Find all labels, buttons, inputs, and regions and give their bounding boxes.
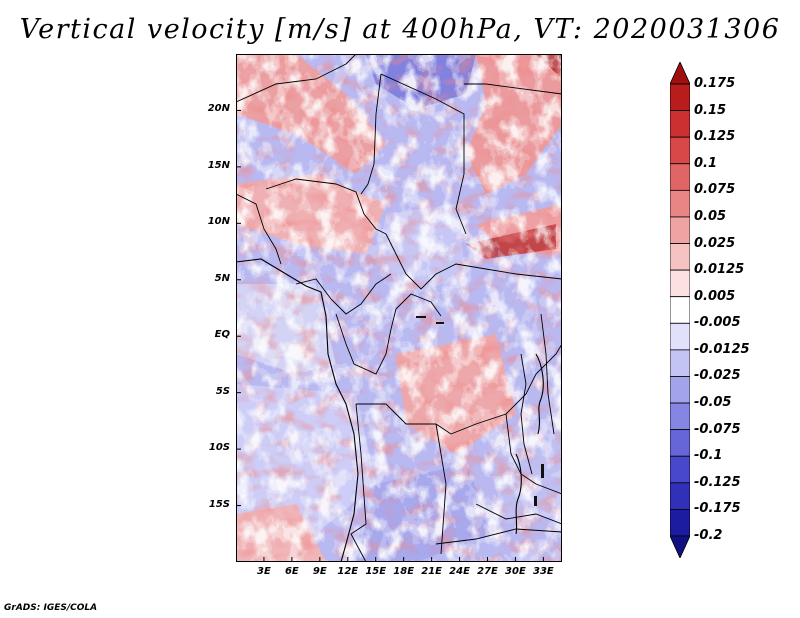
- colorbar-swatch: [670, 535, 690, 558]
- colorbar: [670, 62, 690, 558]
- colorbar-swatch: [670, 322, 690, 351]
- lat-label: 5N: [214, 272, 230, 284]
- colorbar-swatch: [670, 62, 690, 85]
- colorbar-swatch: [670, 189, 690, 218]
- country-borders: [236, 54, 562, 562]
- colorbar-label: -0.025: [694, 368, 741, 384]
- lon-label: 6E: [284, 566, 299, 577]
- lat-label: 20N: [207, 103, 230, 115]
- colorbar-swatch: [670, 455, 690, 484]
- colorbar-label: -0.2: [694, 528, 723, 543]
- lat-label: 10S: [208, 442, 230, 454]
- colorbar-swatch: [670, 482, 690, 510]
- lake-spots: [416, 316, 544, 506]
- lon-label: 12E: [337, 566, 359, 577]
- colorbar-label: 0.15: [694, 102, 727, 118]
- lon-label: 3E: [257, 566, 271, 577]
- colorbar-label: -0.1: [694, 448, 723, 464]
- colorbar-swatch: [670, 509, 690, 537]
- colorbar-label: 0.0125: [694, 262, 745, 278]
- colorbar-label: -0.075: [694, 421, 741, 437]
- lon-label: 30E: [505, 566, 526, 577]
- colorbar-swatch: [670, 83, 690, 111]
- footer-credit: GrADS: IGES/COLA: [4, 603, 98, 613]
- colorbar-label: 0.125: [694, 129, 736, 145]
- lat-label: 15S: [208, 498, 230, 510]
- colorbar-label: 0.175: [694, 76, 736, 91]
- lon-label: 27E: [477, 566, 498, 577]
- lon-label: 18E: [393, 566, 415, 577]
- field-texture-white: [236, 54, 562, 562]
- coastline: [236, 258, 544, 562]
- colorbar-label: 0.05: [694, 208, 727, 224]
- colorbar-label: 0.005: [694, 288, 736, 304]
- axis-ticks: [236, 109, 544, 562]
- lon-label: 9E: [312, 566, 327, 577]
- map-title: Vertical velocity [m/s] at 400hPa, VT: 2…: [19, 14, 781, 45]
- colorbar-label: -0.0125: [694, 341, 750, 357]
- colorbar-label: -0.125: [694, 474, 741, 490]
- colorbar-swatch: [670, 216, 690, 244]
- colorbar-swatch: [670, 376, 690, 404]
- lat-label: 10N: [207, 216, 230, 228]
- map-panel: [236, 54, 562, 562]
- lat-label: EQ: [214, 329, 230, 341]
- lon-label: 33E: [532, 566, 554, 577]
- colorbar-label: -0.05: [694, 395, 732, 411]
- colorbar-swatch: [670, 243, 690, 271]
- lon-label: 21E: [421, 566, 442, 577]
- colorbar-swatch: [670, 136, 690, 165]
- colorbar-swatch: [670, 269, 690, 298]
- colorbar-swatch: [670, 110, 690, 138]
- colorbar-swatch: [670, 349, 690, 377]
- lon-label: 15E: [365, 566, 387, 577]
- colorbar-label: 0.025: [694, 235, 736, 251]
- colorbar-label: 0.075: [694, 182, 736, 198]
- lat-label: 15N: [207, 159, 230, 171]
- colorbar-label: 0.1: [694, 155, 718, 171]
- lon-label: 24E: [449, 566, 470, 577]
- colorbar-swatch: [670, 402, 690, 431]
- colorbar-label: -0.005: [694, 315, 741, 331]
- velocity-field-map: [236, 54, 562, 562]
- colorbar-swatch: [670, 429, 690, 457]
- colorbar-swatch: [670, 163, 690, 191]
- map-frame: [236, 54, 562, 562]
- lat-label: 5S: [215, 385, 230, 397]
- colorbar-swatch: [670, 296, 690, 324]
- colorbar-label: -0.175: [694, 501, 741, 517]
